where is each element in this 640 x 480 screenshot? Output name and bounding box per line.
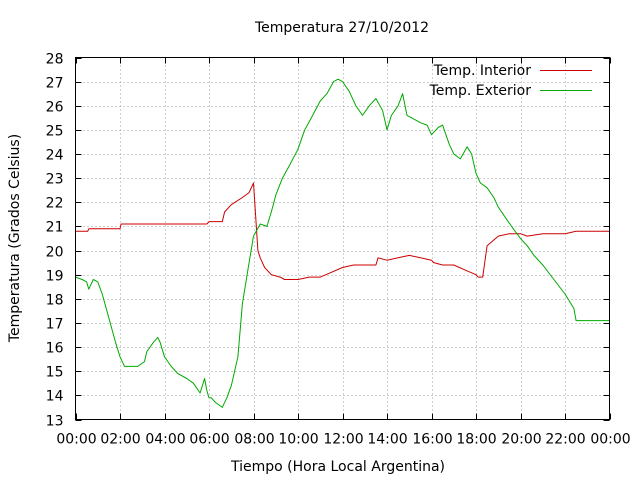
y-tick-label: 26 [46,100,64,116]
y-tick-label: 23 [46,172,64,188]
gridlines [75,57,610,420]
y-tick-label: 22 [46,196,64,212]
plot-border [75,57,610,420]
y-tick-label: 17 [46,317,64,333]
y-tick-label: 16 [46,341,64,357]
x-tick-label: 10:00 [278,432,318,448]
y-tick-label: 15 [46,365,64,381]
x-tick-label: 16:00 [412,432,452,448]
x-tick-labels: 00:00 02:00 04:00 06:00 08:00 10:00 12:00 14:00… [56,432,630,448]
x-tick-label: 22:00 [545,432,585,448]
x-tick-label: 08:00 [234,432,274,448]
y-axis-label: Temperatura (Grados Celsius) [7,134,23,343]
x-tick-label: 06:00 [189,432,229,448]
x-tick-label: 04:00 [145,432,185,448]
series-layer [75,78,610,408]
x-tick-label: 00:00 [590,432,630,448]
legend-label-interior: Temp. Interior [433,63,532,79]
x-tick-label: 00:00 [56,432,96,448]
x-tick-label: 20:00 [501,432,541,448]
y-tick-label: 21 [46,220,64,236]
x-tick-label: 02:00 [100,432,140,448]
y-tick-label: 27 [46,76,64,92]
ticks [75,57,611,421]
x-tick-label: 14:00 [367,432,407,448]
y-tick-label: 25 [46,124,64,140]
y-tick-label: 24 [46,148,64,164]
legend: Temp. Interior Temp. Exterior [429,63,592,99]
x-axis-label: Tiempo (Hora Local Argentina) [230,459,445,475]
y-tick-label: 20 [46,245,64,261]
x-tick-label: 12:00 [323,432,363,448]
y-tick-label: 19 [46,269,64,285]
y-tick-label: 13 [46,414,64,430]
series-line-interior [75,182,610,280]
y-tick-label: 14 [46,389,64,405]
x-tick-label: 18:00 [456,432,496,448]
chart-title: Temperatura 27/10/2012 [254,20,429,36]
y-tick-label: 18 [46,293,64,309]
y-tick-label: 28 [46,52,64,68]
legend-label-exterior: Temp. Exterior [429,83,532,99]
series-line-exterior [75,78,610,408]
y-tick-labels: 13 14 15 16 17 18 19 20 21 22 23 24 25 26 27 28 [46,52,64,430]
